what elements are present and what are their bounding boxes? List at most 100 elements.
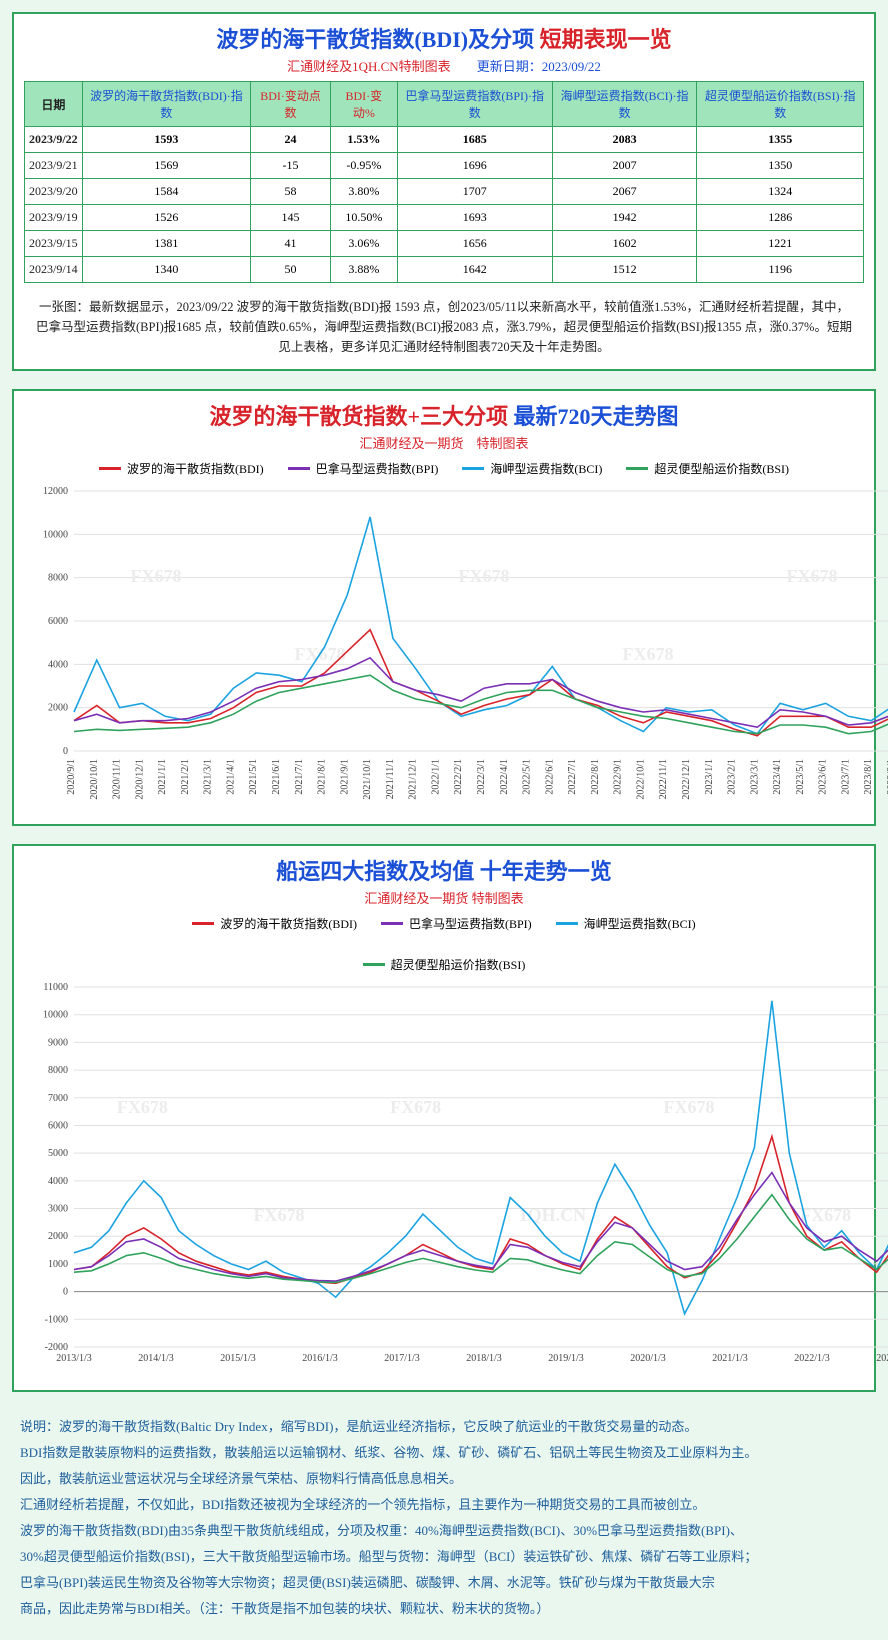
chart-10y-panel: 船运四大指数及均值 十年走势一览 汇通财经及一期货 特制图表 波罗的海干散货指数… — [12, 844, 876, 1392]
svg-text:2021/6/1: 2021/6/1 — [271, 759, 282, 795]
series-BSI — [74, 675, 888, 734]
table-header: 日期 — [25, 82, 83, 127]
svg-text:10000: 10000 — [43, 529, 68, 540]
svg-text:2021/1/3: 2021/1/3 — [712, 1353, 748, 1364]
bdi-table: 日期波罗的海干散货指数(BDI)·指数BDI·变动点数BDI·变动%巴拿马型运费… — [24, 81, 864, 283]
svg-text:2023/4/1: 2023/4/1 — [772, 759, 783, 795]
svg-text:2022/7/1: 2022/7/1 — [567, 759, 578, 795]
svg-text:2018/1/3: 2018/1/3 — [466, 1353, 502, 1364]
subtitle-src: 汇通财经及1QH.CN特制图表 — [287, 59, 451, 74]
svg-text:10000: 10000 — [43, 1010, 68, 1021]
svg-text:2022/9/1: 2022/9/1 — [613, 759, 624, 795]
svg-text:2022/8/1: 2022/8/1 — [590, 759, 601, 795]
svg-text:1000: 1000 — [48, 1259, 68, 1270]
svg-text:4000: 4000 — [48, 1176, 68, 1187]
series-BPI — [74, 658, 888, 727]
chart720-legend: 波罗的海干散货指数(BDI)巴拿马型运费指数(BPI)海岬型运费指数(BCI)超… — [24, 460, 864, 477]
svg-text:0: 0 — [63, 1287, 68, 1298]
svg-text:2015/1/3: 2015/1/3 — [220, 1353, 256, 1364]
svg-text:FX678: FX678 — [459, 566, 510, 586]
table-row: 2023/9/19152614510.50%169319421286 — [25, 205, 864, 231]
summary-note: 一张图：最新数据显示，2023/09/22 波罗的海干散货指数(BDI)报 15… — [24, 293, 864, 361]
svg-text:2022/11/1: 2022/11/1 — [658, 759, 669, 799]
svg-text:2021/5/1: 2021/5/1 — [248, 759, 259, 795]
svg-text:2000: 2000 — [48, 1231, 68, 1242]
explain-line: 商品，因此走势常与BDI相关。（注：干散货是指不加包装的块状、颗粒状、粉末状的货… — [20, 1596, 868, 1622]
series-BPI — [74, 1173, 888, 1282]
svg-text:2020/9/1: 2020/9/1 — [66, 759, 77, 795]
panel1-subtitle: 汇通财经及1QH.CN特制图表 更新日期：2023/09/22 — [24, 56, 864, 75]
svg-text:9000: 9000 — [48, 1037, 68, 1048]
explain-line: 因此，散装航运业营运状况与全球经济景气荣枯、原物料行情高低息息相关。 — [20, 1466, 868, 1492]
table-row: 2023/9/201584583.80%170720671324 — [25, 179, 864, 205]
explain-line: 30%超灵便型船运价指数(BSI)，三大干散货船型运输市场。船型与货物：海岬型（… — [20, 1544, 868, 1570]
svg-text:FX678: FX678 — [390, 1097, 441, 1117]
legend-item: 超灵便型船运价指数(BSI) — [363, 956, 526, 973]
svg-text:2023/2/1: 2023/2/1 — [727, 759, 738, 795]
svg-text:2021/9/1: 2021/9/1 — [339, 759, 350, 795]
svg-text:2020/10/1: 2020/10/1 — [89, 759, 100, 800]
svg-text:-1000: -1000 — [45, 1314, 68, 1325]
table-header: 巴拿马型运费指数(BPI)·指数 — [397, 82, 552, 127]
svg-text:6000: 6000 — [48, 616, 68, 627]
table-row: 2023/9/221593241.53%168520831355 — [25, 127, 864, 153]
title-red: 短期表现一览 — [534, 27, 672, 52]
chart720-title: 波罗的海干散货指数+三大分项 最新720天走势图 — [24, 399, 864, 431]
table-header: BDI·变动点数 — [251, 82, 331, 127]
explain-line: 汇通财经析若提醒，不仅如此，BDI指数还被视为全球经济的一个领先指标，且主要作为… — [20, 1492, 868, 1518]
svg-text:2021/3/1: 2021/3/1 — [203, 759, 214, 795]
svg-text:FX678: FX678 — [800, 1205, 851, 1225]
svg-text:FX678: FX678 — [254, 1205, 305, 1225]
svg-text:3000: 3000 — [48, 1204, 68, 1215]
svg-text:2022/12/1: 2022/12/1 — [681, 759, 692, 800]
legend-item: 海岬型运费指数(BCI) — [462, 460, 602, 477]
svg-text:2020/1/3: 2020/1/3 — [630, 1353, 666, 1364]
svg-text:2022/10/1: 2022/10/1 — [635, 759, 646, 800]
svg-text:2023/5/1: 2023/5/1 — [795, 759, 806, 795]
table-header: 海岬型运费指数(BCI)·指数 — [552, 82, 697, 127]
legend-item: 波罗的海干散货指数(BDI) — [192, 915, 357, 932]
svg-text:2021/7/1: 2021/7/1 — [294, 759, 305, 795]
svg-text:2021/11/1: 2021/11/1 — [385, 759, 396, 799]
svg-text:FX678: FX678 — [117, 1097, 168, 1117]
series-BCI — [74, 517, 888, 734]
svg-text:-2000: -2000 — [45, 1342, 68, 1353]
chart-10y: -2000 -1000 0 1000 2000 3000 4000 5000 6000 7000 8… — [24, 977, 888, 1377]
chart10y-legend: 波罗的海干散货指数(BDI)巴拿马型运费指数(BPI)海岬型运费指数(BCI)超… — [164, 915, 724, 973]
svg-text:FX678: FX678 — [664, 1097, 715, 1117]
svg-text:2019/1/3: 2019/1/3 — [548, 1353, 584, 1364]
title-blue: 波罗的海干散货指数(BDI)及分项 — [216, 27, 534, 52]
legend-item: 巴拿马型运费指数(BPI) — [381, 915, 532, 932]
svg-text:2022/6/1: 2022/6/1 — [544, 759, 555, 795]
svg-text:2021/12/1: 2021/12/1 — [408, 759, 419, 800]
svg-text:2023/6/1: 2023/6/1 — [818, 759, 829, 795]
table-header: 波罗的海干散货指数(BDI)·指数 — [82, 82, 250, 127]
explanation-text: 说明：波罗的海干散货指数(Baltic Dry Index，缩写BDI)，是航运… — [12, 1410, 876, 1626]
legend-item: 波罗的海干散货指数(BDI) — [99, 460, 264, 477]
svg-text:11000: 11000 — [43, 982, 68, 993]
svg-text:2021/1/1: 2021/1/1 — [157, 759, 168, 795]
panel1-title: 波罗的海干散货指数(BDI)及分项 短期表现一览 — [24, 22, 864, 54]
svg-text:2023/7/1: 2023/7/1 — [840, 759, 851, 795]
svg-text:2022/1/3: 2022/1/3 — [794, 1353, 830, 1364]
svg-text:2023/1/1: 2023/1/1 — [704, 759, 715, 795]
svg-text:2022/2/1: 2022/2/1 — [453, 759, 464, 795]
legend-item: 超灵便型船运价指数(BSI) — [626, 460, 789, 477]
series-BSI — [74, 1195, 888, 1283]
table-row: 2023/9/211569-15-0.95%169620071350 — [25, 153, 864, 179]
svg-text:2022/1/1: 2022/1/1 — [430, 759, 441, 795]
svg-text:2022/4/1: 2022/4/1 — [499, 759, 510, 795]
table-header: 超灵便型船运价指数(BSI)·指数 — [697, 82, 864, 127]
svg-text:5000: 5000 — [48, 1148, 68, 1159]
svg-text:8000: 8000 — [48, 1065, 68, 1076]
explain-line: BDI指数是散装原物料的运费指数，散装船运以运输钢材、纸浆、谷物、煤、矿砂、磷矿… — [20, 1440, 868, 1466]
subtitle-date: 更新日期：2023/09/22 — [477, 59, 601, 74]
svg-text:7000: 7000 — [48, 1093, 68, 1104]
series-BDI — [74, 1137, 888, 1284]
explain-line: 波罗的海干散货指数(BDI)由35条典型干散货航线组成，分项及权重：40%海岬型… — [20, 1518, 868, 1544]
svg-text:2000: 2000 — [48, 703, 68, 714]
svg-text:2022/3/1: 2022/3/1 — [476, 759, 487, 795]
svg-text:2013/1/3: 2013/1/3 — [56, 1353, 92, 1364]
svg-text:12000: 12000 — [43, 486, 68, 497]
svg-text:6000: 6000 — [48, 1120, 68, 1131]
